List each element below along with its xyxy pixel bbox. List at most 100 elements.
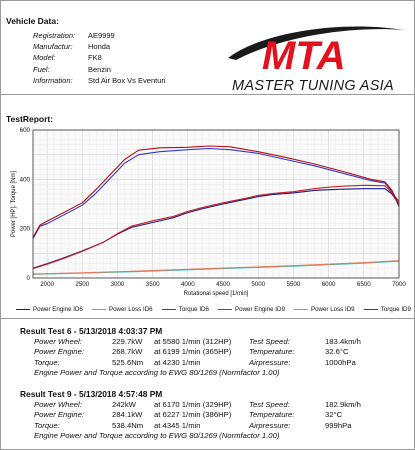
result-row: Power Engine: 268.7kW at 6199 1/min (365HP… <box>34 347 361 357</box>
result-row: Power Wheel: 242kW at 6170 1/min (329HP) Te… <box>34 400 361 410</box>
result-label2: Airpressure: <box>249 420 291 430</box>
x-tick-label: 3500 <box>146 281 160 288</box>
chart-series <box>32 145 400 275</box>
result-title: Result Test 6 - 5/13/2018 4:03:37 PM <box>20 326 163 336</box>
result-row: Torque: 525.6Nm at 4230 1/min Airpressure: 1… <box>34 358 361 368</box>
legend-swatch <box>16 309 30 310</box>
x-tick-label: 5000 <box>251 281 265 288</box>
x-tick-label: 6500 <box>357 281 371 288</box>
result-label2: Temperature: <box>249 410 295 420</box>
result-value2: 32°C <box>325 410 343 420</box>
vehicle-row: Information: Std Air Box Vs Eventuri <box>33 75 166 86</box>
result-value2: 183.4km/h <box>325 337 361 346</box>
result-row: Torque: 538.4Nm at 4345 1/min Airpressure: 9… <box>34 421 361 431</box>
result-label2: Test Speed: <box>249 337 290 346</box>
legend-item: Torque ID9 <box>363 306 411 313</box>
result-label2: Airpressure: <box>249 357 291 367</box>
result-label: Power Wheel: <box>34 400 82 409</box>
vehicle-value: Honda <box>88 42 111 52</box>
legend-label: Power Engine ID9 <box>235 306 285 313</box>
x-tick-label: 6000 <box>322 281 336 288</box>
result-value2: 182.9km/h <box>325 400 361 409</box>
vehicle-key: Manufactur: <box>33 42 73 52</box>
result-at: at 4230 1/min <box>154 357 201 367</box>
legend-item: Power Engine ID9 <box>218 306 285 313</box>
result-value2: 999hPa <box>325 420 352 430</box>
chart-grid <box>32 129 400 279</box>
vehicle-key: Information: <box>33 75 73 85</box>
result-note: Engine Power and Torque according to EWG… <box>34 368 280 378</box>
y-tick-label: 600 <box>20 127 31 134</box>
logo-mark: MTA <box>262 34 346 78</box>
result-note: Engine Power and Torque according to EWG… <box>34 431 280 441</box>
result-value: 525.6Nm <box>112 357 144 367</box>
logo-text: MASTER TUNING ASIA <box>232 78 394 94</box>
divider <box>1 318 414 319</box>
result-at: at 5580 1/min (312HP) <box>154 337 232 346</box>
x-tick-label: 7000 <box>392 281 406 288</box>
vehicle-row: Model: FK8 <box>33 52 166 63</box>
result-label2: Temperature: <box>249 347 295 357</box>
result-title: Result Test 9 - 5/13/2018 4:57:48 PM <box>20 389 163 399</box>
result-label: Power Wheel: <box>34 337 82 346</box>
logo-swoosh <box>228 26 404 60</box>
x-tick-label: 2500 <box>75 281 89 288</box>
testreport-title: TestReport: <box>6 114 54 124</box>
vehicle-row: Fuel: Benzin <box>33 64 166 75</box>
x-axis-label: Rotational speed [1/min] <box>184 291 249 297</box>
legend-swatch <box>218 309 233 310</box>
result-test-6: Result Test 6 - 5/13/2018 4:03:37 PM Pow… <box>20 326 361 379</box>
legend-swatch <box>91 309 106 310</box>
legend-label: Torque ID9 <box>380 306 411 313</box>
result-value2: 32.6°C <box>325 347 349 357</box>
result-value: 538.4Nm <box>112 420 144 430</box>
series-line <box>32 260 400 275</box>
result-value: 229.7kW <box>112 337 143 346</box>
vehicle-value: Benzin <box>88 64 111 74</box>
result-value: 284.1kW <box>112 410 143 420</box>
result-label2: Test Speed: <box>249 400 290 409</box>
x-tick-label: 2000 <box>40 281 54 288</box>
series-line <box>32 184 400 270</box>
legend-item: Power Loss ID9 <box>293 306 355 313</box>
legend-item: Power Engine ID6 <box>16 306 83 313</box>
result-label: Power Engine: <box>34 347 84 357</box>
vehicle-key: Fuel: <box>33 64 50 74</box>
legend-swatch <box>293 309 308 310</box>
vehicle-data-table: Registration: AE9999 Manufactur: Honda Mod… <box>33 30 166 86</box>
vehicle-value: AE9999 <box>88 31 115 40</box>
legend-swatch <box>363 309 378 310</box>
chart-legend: Power Engine ID6 Power Loss ID6 Torque ID6… <box>16 306 411 313</box>
legend-label: Power Engine ID6 <box>33 306 83 313</box>
result-row: Power Engine: 284.1kW at 6227 1/min (386HP… <box>34 410 361 420</box>
divider <box>1 94 414 95</box>
result-label: Torque: <box>34 420 60 430</box>
series-line <box>32 145 400 238</box>
result-value2: 1000hPa <box>325 357 356 367</box>
legend-label: Power Loss ID9 <box>310 306 355 313</box>
plot-frame <box>32 129 400 279</box>
result-at: at 6199 1/min (365HP) <box>154 347 232 357</box>
vehicle-row: Manufactur: Honda <box>33 41 166 52</box>
y-tick-label: 400 <box>20 176 31 183</box>
x-tick-label: 3000 <box>111 281 125 288</box>
legend-item: Torque ID6 <box>161 306 209 313</box>
y-tick-label: 0 <box>27 275 31 282</box>
mta-logo: MTA MASTER TUNING ASIA <box>228 26 404 94</box>
vehicle-value: Std Air Box Vs Eventuri <box>88 75 166 85</box>
chart-ticks: 2000 2500 3000 3500 4000 4500 5000 5500 6000 6500… <box>20 127 407 288</box>
result-test-9: Result Test 9 - 5/13/2018 4:57:48 PM Pow… <box>20 389 361 442</box>
vehicle-key: Registration: <box>33 31 76 40</box>
result-at: at 6170 1/min (329HP) <box>154 400 232 409</box>
result-at: at 4345 1/min <box>154 420 201 430</box>
legend-item: Power Loss ID6 <box>91 306 153 313</box>
vehicle-data-title: Vehicle Data: <box>6 16 59 26</box>
series-line <box>32 147 400 239</box>
result-value: 268.7kW <box>112 347 143 357</box>
result-at: at 6227 1/min (386HP) <box>154 410 232 420</box>
legend-label: Power Loss ID6 <box>108 306 153 313</box>
result-value: 242kW <box>112 400 136 409</box>
x-tick-label: 5500 <box>287 281 301 288</box>
result-label: Torque: <box>34 357 60 367</box>
x-tick-label: 4500 <box>216 281 230 288</box>
